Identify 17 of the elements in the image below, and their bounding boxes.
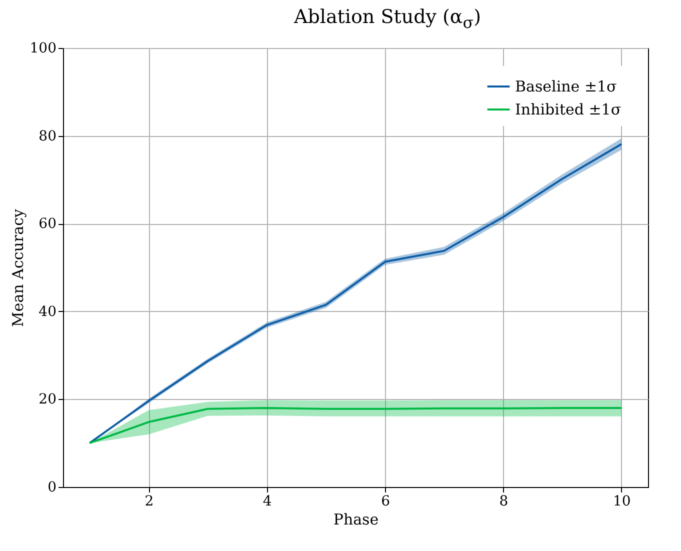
x-tick-label: 4 [262, 494, 272, 510]
x-tick-label: 2 [144, 494, 154, 510]
x-tick-label: 8 [499, 494, 508, 510]
line-series [88, 406, 622, 444]
y-tick-label: 0 [48, 480, 56, 496]
x-axis-title: Phase [333, 510, 379, 528]
y-tick-label: 100 [30, 40, 56, 56]
y-tick-label: 40 [38, 304, 56, 320]
y-tick-label: 20 [38, 392, 56, 408]
y-axis-title: Mean Accuracy [8, 208, 27, 327]
y-tick-label: 60 [38, 216, 56, 232]
x-tick-label: 6 [381, 494, 390, 510]
legend-label: Inhibited ±1σ [515, 100, 622, 118]
chart-title: Ablation Study (α$_{σ}$) [292, 6, 482, 32]
x-tick-label: 10 [612, 494, 631, 510]
legend-label: Baseline ±1σ [515, 78, 617, 96]
y-tick-label: 80 [38, 128, 56, 144]
